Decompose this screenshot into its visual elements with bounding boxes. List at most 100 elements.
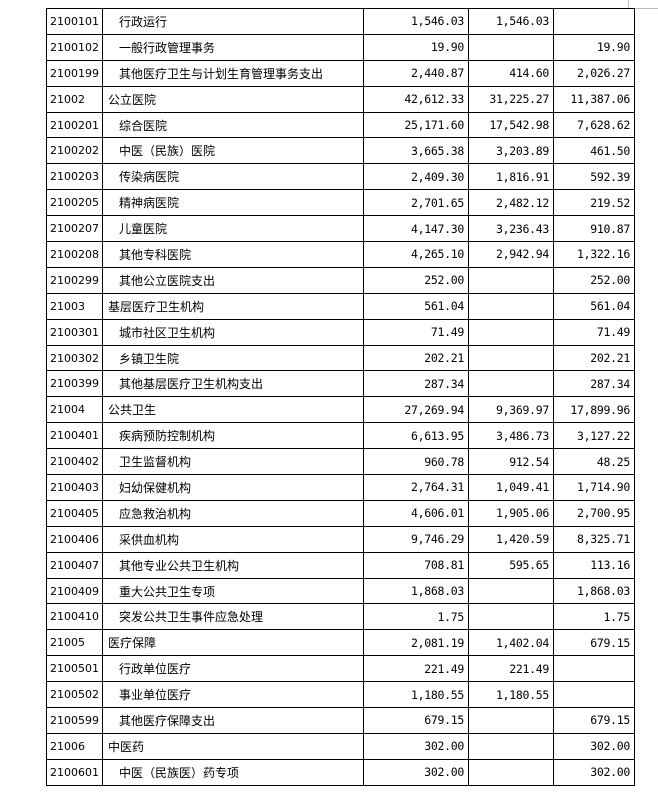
row-basic: 1,049.41: [468, 474, 554, 501]
row-project: 202.21: [553, 344, 635, 372]
row-basic: 1,546.03: [468, 8, 554, 35]
row-project: 2,026.27: [553, 59, 635, 87]
table-row: 2100205 精神病医院 2,701.65 2,482.12 219.52: [46, 189, 635, 217]
page-corner-mark: [628, 0, 658, 9]
table-row: 2100403 妇幼保健机构 2,764.31 1,049.41 1,714.90: [46, 474, 635, 501]
row-total: 4,606.01: [363, 499, 469, 527]
row-code: 2100299: [46, 266, 103, 294]
table-row: 2100410 突发公共卫生事件应急处理 1.75 1.75: [46, 603, 635, 631]
row-code: 21005: [46, 629, 103, 657]
table-row: 2100406 采供血机构 9,746.29 1,420.59 8,325.71: [46, 525, 635, 553]
row-code: 2100205: [46, 189, 103, 217]
row-total: 71.49: [363, 318, 469, 346]
row-basic: 1,420.59: [468, 525, 554, 553]
row-name: 城市社区卫生机构: [102, 318, 364, 346]
row-code: 2100403: [46, 474, 103, 501]
row-code: 2100207: [46, 215, 103, 243]
row-project: 2,700.95: [553, 499, 635, 527]
row-total: 1.75: [363, 603, 469, 631]
row-basic: 31,225.27: [468, 85, 554, 113]
row-code: 2100402: [46, 448, 103, 476]
row-basic: 221.49: [468, 655, 554, 683]
row-code: 2100406: [46, 525, 103, 553]
row-total: 27,269.94: [363, 396, 469, 424]
row-name: 精神病医院: [102, 189, 364, 217]
row-code: 2100599: [46, 707, 103, 734]
row-total: 2,701.65: [363, 189, 469, 217]
row-total: 2,440.87: [363, 59, 469, 87]
row-total: 302.00: [363, 758, 469, 786]
row-name: 妇幼保健机构: [102, 474, 364, 501]
row-name: 其他基层医疗卫生机构支出: [102, 370, 364, 398]
row-project: 561.04: [553, 292, 635, 320]
table-row: 21004 公共卫生 27,269.94 9,369.97 17,899.96: [46, 396, 635, 424]
row-project: 1,868.03: [553, 577, 635, 605]
row-basic: [468, 370, 554, 398]
row-basic: 3,486.73: [468, 422, 554, 450]
row-name: 一般行政管理事务: [102, 33, 364, 61]
row-name: 重大公共卫生专项: [102, 577, 364, 605]
table-row: 2100208 其他专科医院 4,265.10 2,942.94 1,322.16: [46, 241, 635, 268]
row-project: 302.00: [553, 732, 635, 760]
row-basic: 9,369.97: [468, 396, 554, 424]
row-project: 287.34: [553, 370, 635, 398]
row-code: 2100399: [46, 370, 103, 398]
row-name: 行政单位医疗: [102, 655, 364, 683]
row-project: 17,899.96: [553, 396, 635, 424]
row-code: 2100407: [46, 551, 103, 579]
row-name: 卫生监督机构: [102, 448, 364, 476]
row-project: 1,322.16: [553, 241, 635, 268]
row-project: 679.15: [553, 707, 635, 734]
row-code: 2100410: [46, 603, 103, 631]
row-code: 21002: [46, 85, 103, 113]
row-code: 21004: [46, 396, 103, 424]
row-name: 突发公共卫生事件应急处理: [102, 603, 364, 631]
row-code: 2100401: [46, 422, 103, 450]
row-basic: [468, 603, 554, 631]
row-total: 4,147.30: [363, 215, 469, 243]
row-name: 综合医院: [102, 111, 364, 139]
table-row: 2100502 事业单位医疗 1,180.55 1,180.55: [46, 681, 635, 709]
row-basic: [468, 318, 554, 346]
row-basic: 3,236.43: [468, 215, 554, 243]
row-name: 乡镇卫生院: [102, 344, 364, 372]
table-row: 2100407 其他专业公共卫生机构 708.81 595.65 113.16: [46, 551, 635, 579]
row-total: 221.49: [363, 655, 469, 683]
row-name: 其他医疗保障支出: [102, 707, 364, 734]
row-name: 应急救治机构: [102, 499, 364, 527]
row-code: 2100199: [46, 59, 103, 87]
row-project: 302.00: [553, 758, 635, 786]
row-code: 2100202: [46, 137, 103, 165]
table-row: 2100202 中医（民族）医院 3,665.38 3,203.89 461.50: [46, 137, 635, 165]
row-name: 其他医疗卫生与计划生育管理事务支出: [102, 59, 364, 87]
row-project: 910.87: [553, 215, 635, 243]
row-basic: [468, 707, 554, 734]
row-project: [553, 681, 635, 709]
row-code: 2100405: [46, 499, 103, 527]
row-total: 1,868.03: [363, 577, 469, 605]
row-total: 6,613.95: [363, 422, 469, 450]
row-code: 2100208: [46, 241, 103, 268]
row-name: 基层医疗卫生机构: [102, 292, 364, 320]
row-basic: 1,905.06: [468, 499, 554, 527]
row-project: [553, 655, 635, 683]
table-row: 21005 医疗保障 2,081.19 1,402.04 679.15: [46, 629, 635, 657]
row-total: 2,764.31: [363, 474, 469, 501]
row-name: 公共卫生: [102, 396, 364, 424]
row-code: 2100601: [46, 758, 103, 786]
row-project: 219.52: [553, 189, 635, 217]
row-code: 2100501: [46, 655, 103, 683]
row-name: 疾病预防控制机构: [102, 422, 364, 450]
row-project: 252.00: [553, 266, 635, 294]
row-basic: 912.54: [468, 448, 554, 476]
row-total: 4,265.10: [363, 241, 469, 268]
row-name: 其他专业公共卫生机构: [102, 551, 364, 579]
row-project: 679.15: [553, 629, 635, 657]
row-total: 708.81: [363, 551, 469, 579]
row-name: 事业单位医疗: [102, 681, 364, 709]
row-total: 561.04: [363, 292, 469, 320]
row-name: 儿童医院: [102, 215, 364, 243]
row-code: 2100302: [46, 344, 103, 372]
table-row: 2100405 应急救治机构 4,606.01 1,905.06 2,700.95: [46, 499, 635, 527]
row-total: 960.78: [363, 448, 469, 476]
